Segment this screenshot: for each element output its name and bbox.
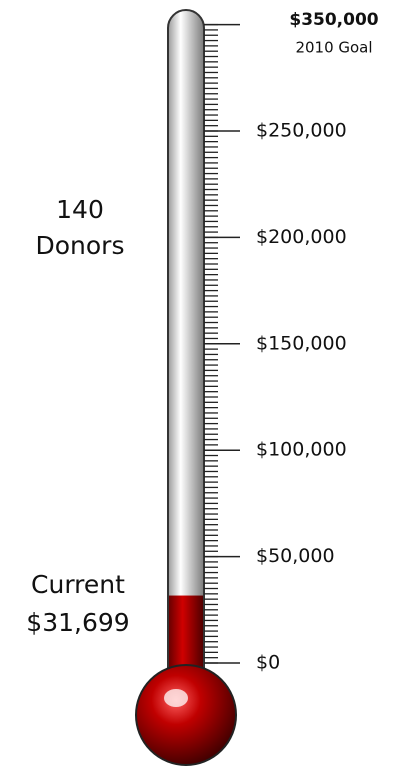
tube [167,9,205,691]
goal-label: $350,000 [289,10,378,30]
current-value-label: $31,699 [26,608,129,637]
y-tick-label: $250,000 [256,120,347,142]
y-tick-label: $200,000 [256,226,347,248]
goal-note: 2010 Goal [295,39,372,57]
y-tick-label: $100,000 [256,439,347,461]
bulb [135,664,237,766]
y-tick-label: $50,000 [256,545,335,567]
y-tick-label: $150,000 [256,332,347,354]
current-caption: Current [31,570,125,599]
donor-label: Donors [36,231,125,260]
donor-count: 140 [56,195,104,224]
bulb-highlight [164,689,188,707]
y-tick-label: $0 [256,652,280,674]
